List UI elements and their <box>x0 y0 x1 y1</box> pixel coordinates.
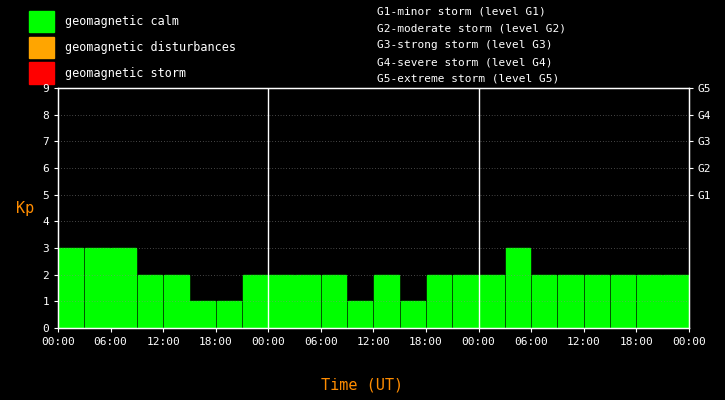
Text: G4-severe storm (level G4): G4-severe storm (level G4) <box>377 57 552 67</box>
Text: G1-minor storm (level G1): G1-minor storm (level G1) <box>377 7 546 17</box>
Bar <box>479 275 504 328</box>
Bar <box>374 275 399 328</box>
Bar <box>190 301 215 328</box>
Bar <box>138 275 162 328</box>
Text: geomagnetic calm: geomagnetic calm <box>65 15 179 28</box>
Text: Time (UT): Time (UT) <box>321 377 404 392</box>
Bar <box>505 248 530 328</box>
Text: G2-moderate storm (level G2): G2-moderate storm (level G2) <box>377 24 566 34</box>
Bar <box>164 275 188 328</box>
Y-axis label: Kp: Kp <box>17 200 35 216</box>
Text: geomagnetic storm: geomagnetic storm <box>65 67 186 80</box>
Bar <box>637 275 662 328</box>
Text: geomagnetic disturbances: geomagnetic disturbances <box>65 41 236 54</box>
Bar <box>85 248 109 328</box>
FancyBboxPatch shape <box>29 11 54 32</box>
Bar <box>427 275 452 328</box>
Bar <box>584 275 609 328</box>
Bar <box>243 275 268 328</box>
Text: G3-strong storm (level G3): G3-strong storm (level G3) <box>377 40 552 50</box>
Bar <box>217 301 241 328</box>
Bar <box>610 275 635 328</box>
Bar <box>400 301 425 328</box>
Bar <box>112 248 136 328</box>
Bar <box>269 275 294 328</box>
Bar <box>322 275 347 328</box>
Bar <box>663 275 688 328</box>
Bar <box>348 301 373 328</box>
Bar <box>558 275 583 328</box>
FancyBboxPatch shape <box>29 36 54 58</box>
Text: G5-extreme storm (level G5): G5-extreme storm (level G5) <box>377 74 559 84</box>
Bar <box>453 275 478 328</box>
Bar <box>295 275 320 328</box>
Bar <box>532 275 557 328</box>
Bar <box>59 248 83 328</box>
FancyBboxPatch shape <box>29 62 54 84</box>
